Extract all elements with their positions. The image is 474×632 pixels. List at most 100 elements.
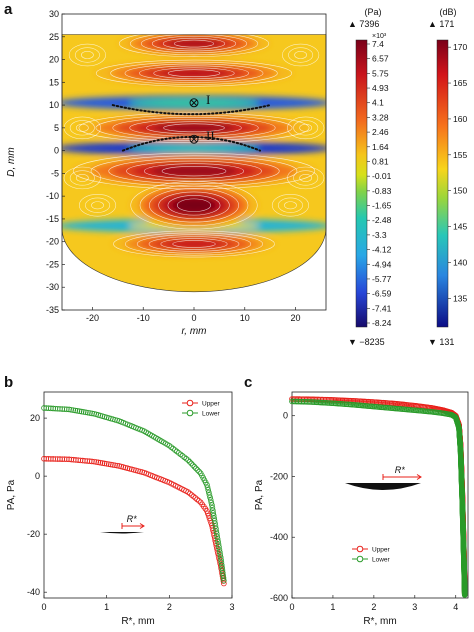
contour-line: [299, 123, 313, 132]
colorbar-pa-tick-label: 0.81: [372, 156, 389, 166]
contour-line: [69, 170, 95, 186]
contour-line: [80, 51, 94, 59]
data-point: [78, 408, 85, 415]
marker-circle: [189, 134, 199, 144]
contour-line: [153, 67, 235, 79]
data-point: [72, 407, 79, 414]
radius-arrowhead: [139, 523, 145, 529]
contour-line: [124, 63, 264, 83]
colorbar-pa-tick-label: -0.01: [372, 171, 392, 181]
y-tick-label: -35: [46, 305, 59, 315]
x-tick-label: -10: [137, 313, 150, 323]
contour-line: [282, 43, 320, 67]
data-point: [214, 536, 221, 542]
data-point: [194, 467, 201, 473]
data-point: [196, 468, 202, 475]
data-point: [204, 510, 211, 517]
contour-line: [143, 163, 245, 179]
contour-line: [293, 120, 319, 136]
data-point: [210, 530, 217, 536]
data-point: [221, 577, 227, 584]
y-tick-label: -400: [270, 532, 288, 542]
y-tick-label: -20: [46, 237, 59, 247]
marker-label: I: [206, 92, 210, 107]
data-point: [220, 570, 226, 576]
axes-frame: [43, 391, 233, 599]
data-point: [205, 487, 211, 493]
data-point: [82, 409, 89, 416]
contour-line: [63, 166, 101, 190]
data-point: [207, 494, 213, 501]
x-axis-label-a: r, mm: [182, 326, 207, 337]
contour-line: [110, 61, 278, 85]
inset-label: R*: [395, 465, 405, 475]
marker-cross: [190, 136, 198, 143]
series-lower: [289, 398, 468, 598]
panel-label-c: c: [244, 374, 252, 391]
data-point: [214, 533, 221, 540]
drop-shape: [100, 532, 144, 534]
data-point: [194, 496, 200, 503]
contour-line: [149, 188, 239, 223]
contour-line: [129, 34, 259, 56]
data-point: [209, 502, 215, 508]
data-point: [217, 551, 224, 558]
y-tick-label: -30: [46, 282, 59, 292]
data-point: [216, 546, 223, 553]
data-point: [211, 518, 218, 524]
x-tick-label: 0: [289, 602, 294, 612]
data-point: [206, 492, 213, 498]
data-point: [80, 409, 87, 415]
colorbar-pa: (Pa) ▲ 7396 ×10³ 7.4 6.57 5.75 4.93 4.1 3.28 2…: [348, 7, 392, 347]
data-point: [66, 406, 72, 413]
data-point: [185, 489, 191, 495]
colorbar-db-tick-label: 135: [453, 293, 467, 303]
contour-line: [112, 117, 276, 139]
colorbar-db-max: ▲ 171: [428, 19, 454, 29]
x-tick-label: 3: [229, 602, 234, 612]
panel-label-b: b: [4, 374, 13, 391]
y-tick-label: 10: [49, 100, 59, 110]
data-point: [210, 507, 216, 514]
legend-label: Upper: [202, 401, 221, 408]
y-tick-label: 0: [54, 146, 59, 156]
colorbar-pa-ticks: 7.4 6.57 5.75 4.93 4.1 3.28 2.46 1.64 0.81 -0.01 -…: [367, 39, 392, 328]
data-point: [114, 462, 120, 469]
data-point: [93, 459, 100, 465]
panel-c: c 0 1 2 3 4 -600 -400 -200 0 R*, mm PA, Pa Upper Low…: [244, 374, 469, 627]
contour-line: [167, 195, 221, 216]
x-tick-label: 1: [104, 602, 109, 612]
x-axis-label: R*, mm: [121, 616, 154, 627]
domain-outline: [61, 34, 327, 293]
colorbar-db-tick-label: 150: [453, 186, 467, 196]
colorbar-db-unit: (dB): [439, 7, 456, 17]
contour-line: [140, 34, 248, 54]
colorbar-pa-tick-label: 4.1: [372, 98, 384, 108]
colorbar-db-gradient: [436, 39, 449, 328]
contour-line: [90, 155, 298, 187]
x-tick-label: 4: [453, 602, 458, 612]
x-tick-label: 0: [41, 602, 46, 612]
data-point: [95, 459, 102, 466]
data-point: [218, 557, 224, 563]
data-point: [207, 497, 214, 503]
contour-line: [293, 170, 319, 186]
data-point: [110, 462, 116, 468]
y-axis-label: PA, Pa: [254, 479, 265, 510]
contour-line: [158, 191, 230, 219]
y-tick-label: 20: [30, 413, 40, 423]
data-point: [204, 482, 210, 488]
nodal-band-core: [128, 144, 260, 153]
colorbar-pa-tick-label: -5.77: [372, 274, 392, 284]
y-tick-label: 20: [49, 55, 59, 65]
data-point: [68, 406, 74, 413]
colorbar-pa-tick-label: 2.46: [372, 127, 389, 137]
colorbar-db-ticks: 170 165 160 155 150 145 140 135: [448, 42, 467, 303]
y-tick-label: 25: [49, 32, 59, 42]
y-tick-label: -10: [46, 191, 59, 201]
contour-line: [287, 166, 325, 190]
data-point: [74, 408, 81, 414]
contour-line: [299, 173, 313, 182]
data-point: [191, 463, 198, 470]
data-point: [219, 564, 225, 571]
